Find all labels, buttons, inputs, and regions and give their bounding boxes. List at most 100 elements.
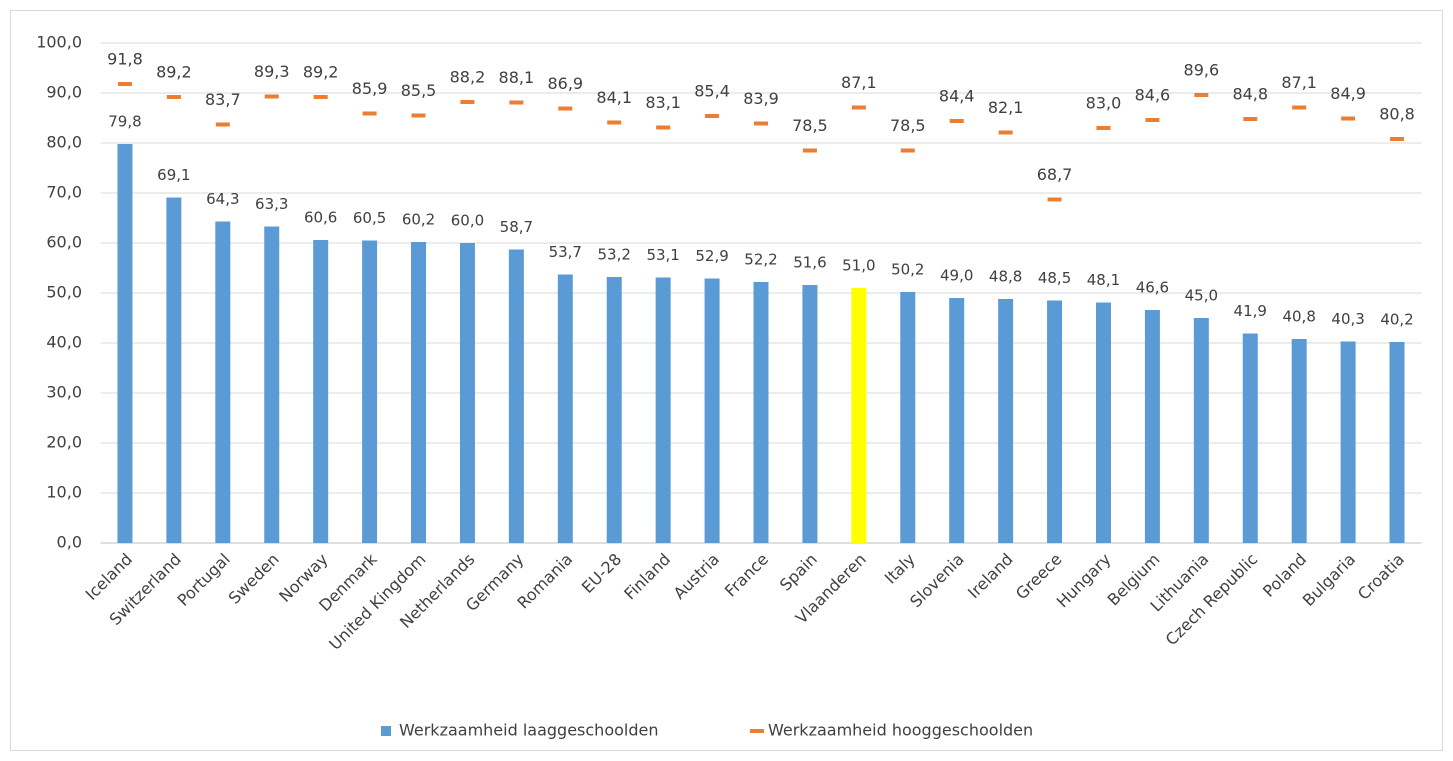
value-label: 85,9 <box>352 79 388 98</box>
bar <box>1047 300 1063 543</box>
value-label: 48,1 <box>1087 271 1120 289</box>
value-label: 84,9 <box>1330 84 1366 103</box>
bar <box>313 240 329 543</box>
value-label: 52,2 <box>744 251 777 269</box>
bar <box>459 243 475 543</box>
y-tick-label: 60,0 <box>46 233 82 252</box>
dash-marker <box>900 148 915 153</box>
value-label: 53,2 <box>598 246 631 264</box>
value-label: 89,2 <box>156 63 192 82</box>
bar <box>753 282 769 543</box>
legend-swatch <box>381 726 391 736</box>
dash-marker <box>1145 118 1160 122</box>
legend-label: Werkzaamheid laaggeschoolden <box>399 721 658 740</box>
value-label: 80,8 <box>1379 105 1415 124</box>
dash-marker <box>362 111 377 116</box>
value-label: 60,2 <box>402 211 435 229</box>
bar <box>606 277 622 543</box>
value-label: 53,7 <box>549 243 582 261</box>
dash-marker <box>949 119 964 123</box>
dash-marker <box>1341 116 1356 121</box>
dash-marker <box>166 95 181 99</box>
dash-marker <box>460 100 475 104</box>
dash-marker <box>1096 126 1111 130</box>
bar <box>802 285 818 543</box>
value-label: 89,6 <box>1184 61 1220 80</box>
dash-marker <box>1194 93 1209 97</box>
value-label: 50,2 <box>891 261 924 279</box>
value-label: 78,5 <box>792 116 828 135</box>
value-label: 83,0 <box>1086 94 1122 113</box>
bar <box>655 277 671 543</box>
y-tick-label: 80,0 <box>46 133 82 152</box>
dash-marker <box>705 114 720 118</box>
value-label: 53,1 <box>646 246 679 264</box>
value-label: 79,8 <box>108 113 141 131</box>
value-label: 89,2 <box>303 63 339 82</box>
value-label: 82,1 <box>988 98 1024 117</box>
dash-marker <box>117 82 132 86</box>
value-label: 52,9 <box>695 247 728 265</box>
bar <box>117 144 133 543</box>
value-label: 86,9 <box>547 74 583 93</box>
value-label: 84,4 <box>939 87 975 106</box>
dash-marker <box>215 122 230 127</box>
value-label: 40,8 <box>1282 308 1315 326</box>
dash-marker <box>802 148 817 153</box>
value-label: 40,2 <box>1380 311 1413 329</box>
y-tick-label: 90,0 <box>46 83 82 102</box>
dash-marker <box>313 95 328 99</box>
value-label: 51,6 <box>793 254 826 272</box>
bar <box>1144 310 1160 543</box>
y-tick-label: 0,0 <box>57 533 82 552</box>
bar <box>557 274 573 543</box>
value-label: 69,1 <box>157 166 190 184</box>
value-label: 89,3 <box>254 62 290 81</box>
value-label: 84,8 <box>1232 85 1268 104</box>
bar <box>900 292 916 543</box>
value-label: 88,2 <box>450 68 486 87</box>
bar <box>949 298 965 543</box>
value-label: 91,8 <box>107 50 143 69</box>
bar <box>851 288 867 543</box>
value-label: 60,6 <box>304 209 337 227</box>
value-label: 87,1 <box>841 73 877 92</box>
bar <box>166 197 182 543</box>
dash-marker <box>1292 105 1307 110</box>
y-tick-label: 30,0 <box>46 383 82 402</box>
value-label: 64,3 <box>206 190 239 208</box>
dash-marker <box>411 113 426 118</box>
bar <box>508 249 524 543</box>
dash-marker <box>1390 137 1405 141</box>
value-label: 78,5 <box>890 116 926 135</box>
bar <box>1193 318 1209 543</box>
value-label: 84,1 <box>596 88 632 107</box>
dash-marker <box>656 125 671 130</box>
value-label: 85,4 <box>694 82 730 101</box>
bar <box>411 242 427 543</box>
value-label: 51,0 <box>842 257 875 275</box>
dash-marker <box>851 105 866 110</box>
bar <box>264 226 280 543</box>
value-label: 48,5 <box>1038 269 1071 287</box>
bar <box>1242 333 1258 543</box>
dash-marker <box>558 106 573 111</box>
bar <box>215 221 231 543</box>
bar <box>1340 341 1356 543</box>
y-tick-label: 100,0 <box>36 33 82 52</box>
value-label: 60,0 <box>451 212 484 230</box>
value-label: 83,1 <box>645 93 681 112</box>
dash-marker <box>998 130 1013 135</box>
bar <box>704 278 720 543</box>
value-label: 85,5 <box>401 81 437 100</box>
legend-label: Werkzaamheid hooggeschoolden <box>768 721 1033 740</box>
y-tick-label: 70,0 <box>46 183 82 202</box>
bar <box>1095 302 1111 543</box>
value-label: 60,5 <box>353 209 386 227</box>
dash-marker <box>754 121 768 126</box>
dash-marker <box>607 120 622 125</box>
value-label: 46,6 <box>1136 279 1169 297</box>
bar <box>1291 339 1307 543</box>
value-label: 83,9 <box>743 89 779 108</box>
